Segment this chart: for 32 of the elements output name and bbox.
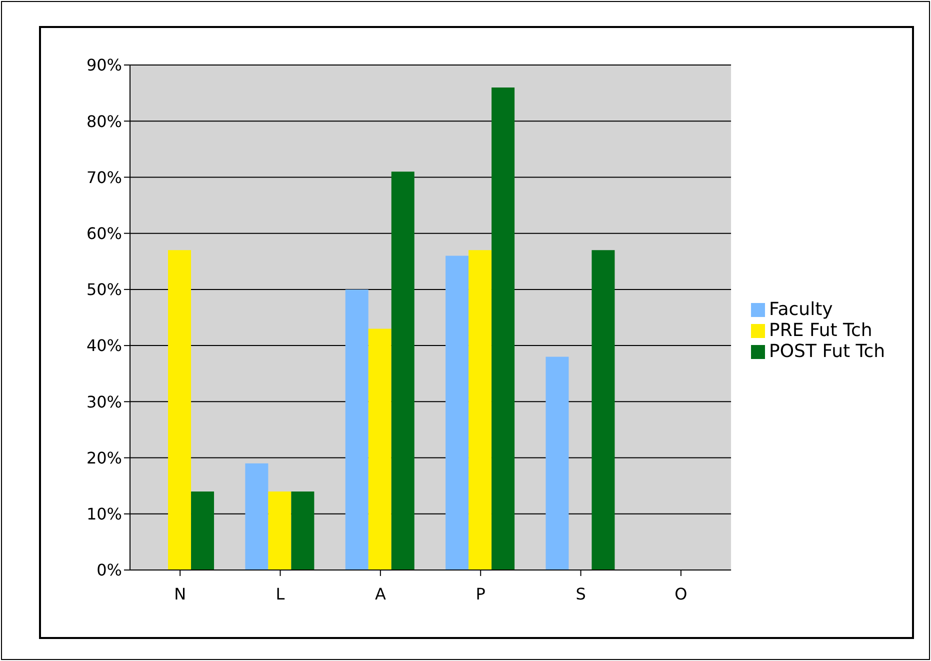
- x-tick-label: S: [576, 584, 586, 604]
- y-tick-label: 80%: [86, 112, 122, 131]
- bar: [191, 491, 214, 570]
- bar: [546, 356, 569, 570]
- x-tick-label: L: [276, 584, 285, 604]
- x-tick-label: A: [374, 584, 386, 604]
- y-tick-label: 0%: [96, 560, 122, 580]
- y-tick-label: 70%: [86, 168, 122, 187]
- bar: [492, 87, 515, 570]
- bar: [345, 289, 368, 570]
- y-tick-label: 30%: [86, 392, 122, 412]
- bar: [168, 250, 192, 570]
- y-tick-label: 60%: [86, 224, 122, 244]
- legend-label: POST Fut Tch: [769, 340, 885, 362]
- bar: [446, 256, 469, 570]
- y-tick-label: 10%: [86, 504, 122, 524]
- legend-label: Faculty: [769, 298, 833, 320]
- bar: [291, 491, 314, 570]
- bar: [391, 172, 414, 570]
- bar: [468, 250, 492, 570]
- x-tick-label: O: [674, 584, 688, 604]
- bar: [592, 250, 615, 570]
- bar: [245, 463, 268, 570]
- legend-label: PRE Fut Tch: [769, 320, 872, 340]
- y-tick-label: 50%: [86, 280, 122, 300]
- y-tick-label: 20%: [86, 448, 122, 468]
- y-tick-label: 90%: [86, 56, 122, 75]
- y-tick-label: 40%: [86, 336, 122, 356]
- bar: [368, 328, 392, 570]
- x-tick-label: P: [476, 584, 486, 604]
- bar: [268, 491, 292, 570]
- x-tick-label: N: [174, 584, 186, 604]
